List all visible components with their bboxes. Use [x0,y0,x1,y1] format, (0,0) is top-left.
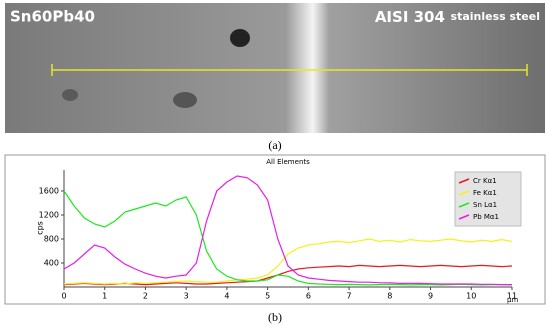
x-tick-label: 7 [347,292,352,301]
y-tick-label: 400 [44,259,59,268]
x-axis-unit: µm [507,296,518,304]
image-label: Sn60Pb40 [10,8,95,26]
legend-label: Fe Kα1 [473,189,497,197]
x-tick-label: 8 [387,292,392,301]
image-label-main: AISI 304 [375,8,445,26]
image-label-sub: stainless steel [451,10,540,23]
series-line [63,190,513,286]
legend-swatch [458,190,470,196]
sem-image [5,3,545,133]
legend-label: Cr Kα1 [473,177,497,185]
y-axis-label: cps [36,221,45,235]
legend-swatch [458,214,470,220]
x-tick-label: 3 [184,292,189,301]
x-tick-label: 2 [143,292,148,301]
caption: (a) [268,138,281,152]
legend-swatch [458,178,470,184]
y-tick-label: 1600 [39,187,59,196]
series-line [63,238,513,285]
x-tick-label: 0 [61,292,66,301]
y-tick-label: 800 [44,235,59,244]
x-tick-label: 9 [428,292,433,301]
x-tick-label: 4 [224,292,229,301]
x-tick-label: 11 [507,292,517,301]
series-line [63,264,513,286]
image-label: AISI 304 stainless steel [375,7,540,26]
legend-swatch [458,202,470,208]
y-tick-label: 1200 [39,211,59,220]
x-tick-label: 5 [265,292,270,301]
series-line [63,175,512,286]
chart-title: All Elements [266,158,310,166]
legend-label: Pb Mα1 [473,213,499,221]
x-tick-label: 6 [306,292,311,301]
x-tick-label: 10 [466,292,476,301]
x-tick-label: 1 [102,292,107,301]
legend-label: Sn Lα1 [473,201,497,209]
caption: (b) [268,310,282,324]
